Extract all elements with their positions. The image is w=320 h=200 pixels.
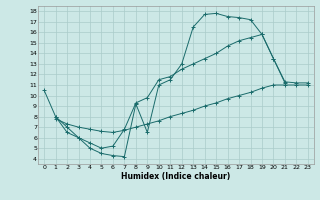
X-axis label: Humidex (Indice chaleur): Humidex (Indice chaleur) [121, 172, 231, 181]
